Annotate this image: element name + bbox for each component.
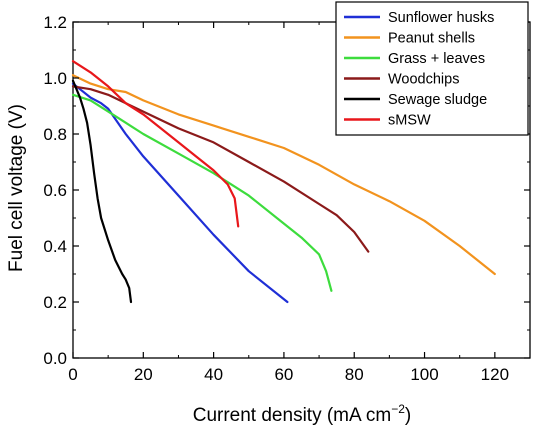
- y-tick-label: 0.2: [43, 293, 67, 312]
- series-line-peanut-shells: [71, 74, 496, 276]
- y-tick-label: 0.0: [43, 349, 67, 368]
- series-line-woodchips: [71, 85, 370, 253]
- y-tick-label: 0.6: [43, 181, 67, 200]
- y-tick-label: 0.8: [43, 125, 67, 144]
- y-tick-label: 1.0: [43, 69, 67, 88]
- x-axis-title-text: Current density (mA cm: [193, 405, 392, 426]
- x-tick-label: 120: [481, 365, 509, 384]
- x-tick-label: 0: [68, 365, 77, 384]
- y-axis: 0.0 0.2 0.4 0.6 0.8 1.0 1.2: [43, 13, 530, 368]
- x-tick-label: 40: [204, 365, 223, 384]
- x-axis-title: Current density (mA cm−2): [193, 402, 412, 426]
- y-tick-label: 1.2: [43, 13, 67, 32]
- legend: Sunflower husks Peanut shells Grass + leav…: [335, 1, 529, 136]
- legend-label: Sewage sludge: [388, 92, 487, 108]
- series-line-smsw: [71, 60, 240, 228]
- y-axis-title: Fuel cell voltage (V): [6, 104, 27, 272]
- legend-label: Peanut shells: [388, 31, 475, 47]
- legend-label: Sunflower husks: [388, 10, 494, 26]
- x-tick-label: 100: [410, 365, 438, 384]
- series-layer: [71, 60, 496, 304]
- series-line-grass-leaves: [71, 93, 333, 292]
- legend-label: Woodchips: [388, 72, 459, 88]
- series-line-sewage-sludge: [71, 79, 133, 304]
- series-line-sunflower-husks: [71, 82, 289, 304]
- x-tick-label: 60: [274, 365, 293, 384]
- x-axis: 0 20 40 60 80 100 120: [68, 22, 509, 384]
- legend-label: Grass + leaves: [388, 51, 485, 67]
- legend-label: sMSW: [388, 113, 431, 129]
- x-axis-title-close: ): [405, 405, 411, 426]
- x-tick-label: 20: [134, 365, 153, 384]
- x-axis-title-exponent: −2: [391, 402, 405, 416]
- legend-box: [335, 1, 529, 136]
- x-tick-label: 80: [345, 365, 364, 384]
- y-tick-label: 0.4: [43, 237, 67, 256]
